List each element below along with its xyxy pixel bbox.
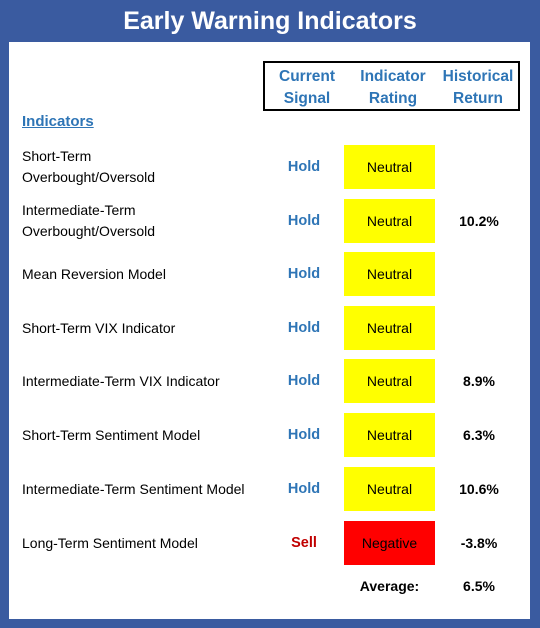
indicator-rating-badge: Neutral: [344, 467, 435, 511]
column-header-box: Current Signal Indicator Rating Historic…: [263, 61, 520, 111]
current-signal: Hold: [287, 320, 321, 336]
header-current-signal: Current Signal: [279, 68, 335, 107]
indicator-row: Short-Term Sentiment Model Hold Neutral 6.3…: [9, 413, 530, 457]
historical-return: -3.8%: [460, 535, 498, 551]
indicator-panel: Current Signal Indicator Rating Historic…: [9, 42, 530, 619]
header-indicator-rating: Indicator Rating: [360, 68, 426, 107]
indicator-rating-badge: Neutral: [344, 413, 435, 457]
indicator-rating-badge: Neutral: [344, 145, 435, 189]
indicator-rating-badge: Neutral: [344, 199, 435, 243]
indicator-row: Intermediate-Term VIX Indicator Hold Neutr…: [9, 359, 530, 403]
current-signal: Hold: [287, 213, 321, 229]
indicator-name: Long-Term Sentiment Model: [22, 534, 198, 551]
indicators-heading: Indicators: [22, 113, 94, 130]
current-signal: Hold: [287, 373, 321, 389]
page-title: Early Warning Indicators: [123, 7, 417, 35]
current-signal: Hold: [287, 266, 321, 282]
indicator-rating-badge: Negative: [344, 521, 435, 565]
indicator-row: Intermediate-Term Sentiment Model Hold Neu…: [9, 467, 530, 511]
historical-return: 10.2%: [459, 213, 499, 229]
indicator-row: Mean Reversion Model Hold Neutral: [9, 252, 530, 296]
historical-return: 8.9%: [463, 373, 495, 389]
current-signal: Sell: [291, 535, 317, 551]
indicator-rating-badge: Neutral: [344, 252, 435, 296]
indicator-row: Short-Term Overbought/Oversold Hold Neutra…: [9, 145, 530, 189]
indicator-name: Intermediate-Term VIX Indicator: [22, 372, 220, 389]
indicator-name: Intermediate-Term Sentiment Model: [22, 480, 245, 497]
historical-return: [439, 306, 519, 350]
indicator-row: Long-Term Sentiment Model Sell Negative -3.…: [9, 521, 530, 565]
indicator-name: Short-Term VIX Indicator: [22, 319, 176, 336]
average-label: Average:: [359, 578, 420, 594]
historical-return: [439, 145, 519, 189]
indicator-row: Short-Term VIX Indicator Hold Neutral: [9, 306, 530, 350]
historical-return: [439, 252, 519, 296]
indicator-name: Mean Reversion Model: [22, 265, 166, 282]
indicator-name: Short-Term Sentiment Model: [22, 426, 201, 443]
indicator-name: Short-Term Overbought/Oversold: [22, 148, 156, 185]
current-signal: Hold: [287, 159, 321, 175]
indicator-row: Intermediate-Term Overbought/Oversold Hol…: [9, 199, 530, 243]
indicator-rating-badge: Neutral: [344, 306, 435, 350]
indicator-rating-badge: Neutral: [344, 359, 435, 403]
current-signal: Hold: [287, 427, 321, 443]
header-historical-return: Historical Return: [442, 68, 514, 107]
historical-return: 6.3%: [463, 427, 495, 443]
historical-return: 10.6%: [459, 481, 499, 497]
current-signal: Hold: [287, 481, 321, 497]
average-value: 6.5%: [463, 578, 495, 594]
indicator-name: Intermediate-Term Overbought/Oversold: [22, 202, 156, 239]
